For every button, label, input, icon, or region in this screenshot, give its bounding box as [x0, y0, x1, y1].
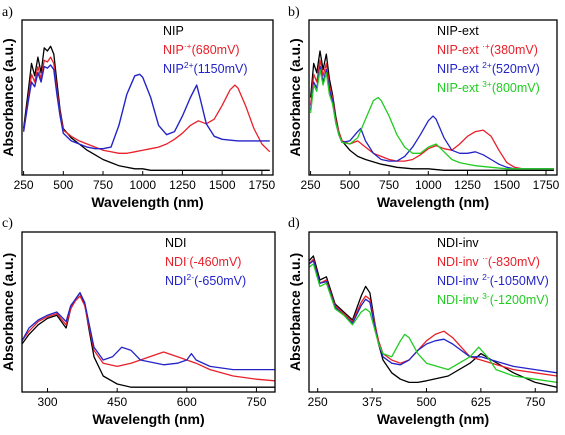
x-tick-label: 750 [379, 178, 399, 192]
legend-entry-3: NDI2-(-650mV) [165, 272, 246, 288]
series-line-2 [308, 258, 558, 377]
x-tick-label: 500 [416, 395, 436, 409]
x-axis-label: Wavelength (nm) [91, 194, 203, 210]
x-tick-label: 1250 [454, 178, 481, 192]
series-line-1 [21, 292, 275, 388]
x-tick-label: 450 [107, 395, 127, 409]
legend-entry-1: NDI [165, 236, 187, 250]
x-tick-label: 1750 [249, 178, 276, 192]
plot-frame [21, 19, 274, 176]
panel-label: c) [2, 216, 13, 231]
x-axis-label: Wavelength (nm) [92, 411, 204, 427]
legend-entry-3: NIP-ext 2+(520mV) [437, 60, 540, 76]
x-tick-label: 600 [177, 395, 197, 409]
legend-entry-1: NIP-ext [437, 24, 479, 38]
series-line-3 [308, 260, 558, 374]
legend-entry-1: NDI-inv [437, 236, 479, 250]
series-group [309, 50, 554, 171]
series-line-4 [308, 263, 558, 384]
x-axis-label: Wavelength (nm) [377, 194, 489, 210]
panel-label: d) [288, 216, 300, 231]
series-group [308, 255, 558, 388]
legend-entry-4: NIP-ext 3+(800mV) [437, 79, 540, 95]
x-tick-label: 500 [340, 178, 360, 192]
series-line-2 [309, 59, 554, 170]
chart-panel-3: c) 300 450 600 750 Wavelength (nm) Absorbance … [0, 216, 276, 427]
plot-frame [308, 19, 558, 176]
legend-entry-2: NIP-ext ·+(380mV) [437, 41, 538, 57]
x-axis-label: Wavelength (nm) [377, 411, 489, 427]
legend-entry-4: NDI-inv 3-(-1200mV) [437, 291, 549, 307]
x-tick-label: 250 [14, 178, 34, 192]
legend-entry-3: NIP2+(1150mV) [163, 60, 248, 76]
legend-entry-3: NDI-inv 2-(-1050MV) [437, 272, 549, 288]
x-tick-label: 1000 [129, 178, 156, 192]
series-line-3 [309, 65, 554, 170]
legend-entry-2: NDI-inv ·-(-830mV) [437, 253, 540, 269]
y-axis-label: Absorbance (a.u.) [0, 253, 16, 371]
legend-entry-2: NIP·+(680mV) [163, 41, 240, 57]
series-line-1 [309, 50, 554, 171]
x-tick-label: 250 [301, 178, 321, 192]
series-group [22, 45, 271, 171]
series-line-4 [309, 68, 554, 170]
x-tick-label: 1250 [169, 178, 196, 192]
y-axis-label: Absorbance (a.u.) [287, 38, 303, 156]
chart-panel-4: d) 250 375 500 625 750 Wavelength (nm) Absorban… [287, 216, 558, 427]
x-tick-label: 1500 [209, 178, 236, 192]
x-tick-label: 300 [38, 395, 58, 409]
y-axis-label: Absorbance (a.u.) [0, 38, 16, 156]
x-tick-label: 500 [53, 178, 73, 192]
legend-entry-2: NDI·(-460mV) [165, 253, 241, 269]
x-tick-label: 1000 [415, 178, 442, 192]
panel-label: a) [2, 5, 13, 20]
x-tick-label: 750 [525, 395, 545, 409]
series-line-3 [22, 64, 270, 150]
series-line-2 [22, 56, 271, 154]
series-group [21, 292, 276, 388]
x-tick-label: 1750 [533, 178, 560, 192]
x-tick-label: 750 [93, 178, 113, 192]
x-tick-label: 250 [308, 395, 328, 409]
x-tick-label: 750 [246, 395, 266, 409]
panel-label: b) [288, 5, 300, 20]
legend-entry-1: NIP [163, 24, 184, 38]
chart-panel-2: b) 250 500 750 1000 1250 1500 1750 Wavelength (n… [287, 5, 560, 210]
series-line-1 [22, 45, 270, 171]
series-line-3 [21, 292, 275, 371]
plot-frame [21, 231, 276, 393]
y-axis-label: Absorbance (a.u.) [287, 253, 303, 371]
x-tick-label: 375 [362, 395, 382, 409]
x-tick-label: 1500 [493, 178, 520, 192]
chart-panel-1: a) 250 500 750 1000 1250 1500 1750 Wavelength (n… [0, 5, 276, 210]
series-line-2 [21, 295, 276, 382]
plot-frame [308, 231, 558, 393]
x-tick-label: 625 [471, 395, 491, 409]
